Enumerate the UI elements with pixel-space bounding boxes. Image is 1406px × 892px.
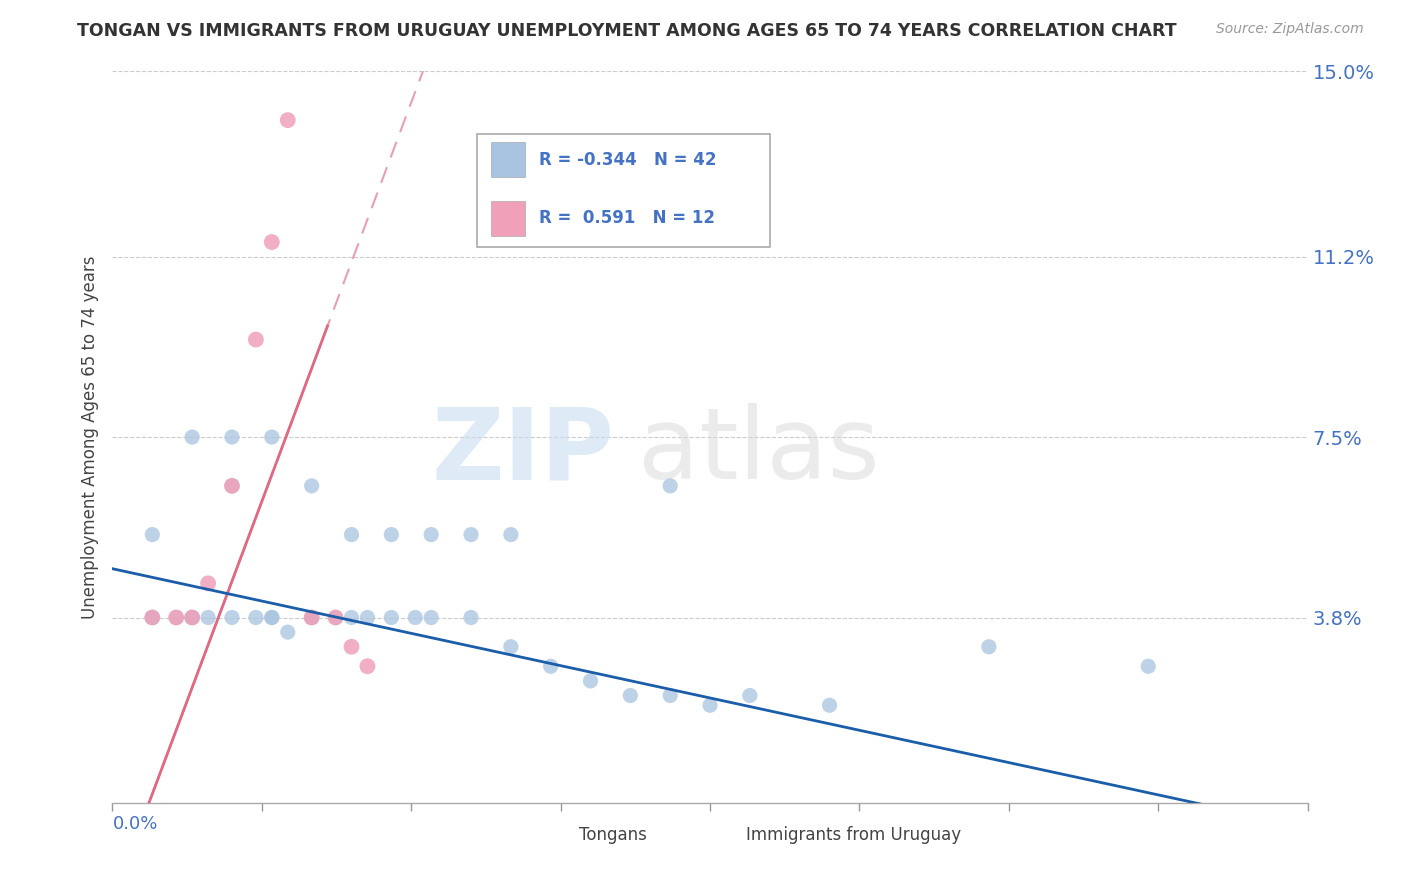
Point bbox=[977, 640, 1000, 654]
Text: Source: ZipAtlas.com: Source: ZipAtlas.com bbox=[1216, 22, 1364, 37]
Bar bbox=[491, 201, 524, 235]
Point bbox=[818, 698, 841, 713]
Point bbox=[141, 527, 163, 541]
Point bbox=[197, 610, 219, 624]
Point bbox=[260, 235, 283, 249]
Point bbox=[460, 527, 482, 541]
Bar bbox=[543, 823, 569, 847]
Text: 0.0%: 0.0% bbox=[112, 814, 157, 832]
Point bbox=[738, 689, 761, 703]
Text: ZIP: ZIP bbox=[432, 403, 614, 500]
Point bbox=[420, 527, 443, 541]
Text: Immigrants from Uruguay: Immigrants from Uruguay bbox=[747, 826, 962, 844]
Point bbox=[659, 479, 682, 493]
Point bbox=[221, 479, 243, 493]
Point bbox=[340, 527, 363, 541]
Point bbox=[197, 576, 219, 591]
Point bbox=[181, 430, 204, 444]
Point bbox=[260, 430, 283, 444]
Point bbox=[340, 640, 363, 654]
Point bbox=[420, 610, 443, 624]
Text: R =  0.591   N = 12: R = 0.591 N = 12 bbox=[538, 210, 716, 227]
Point bbox=[1137, 659, 1160, 673]
Point bbox=[221, 610, 243, 624]
Point bbox=[277, 113, 299, 128]
Point bbox=[356, 659, 378, 673]
Bar bbox=[710, 823, 737, 847]
Point bbox=[540, 659, 562, 673]
Point bbox=[499, 527, 522, 541]
Text: atlas: atlas bbox=[638, 403, 880, 500]
Point bbox=[699, 698, 721, 713]
Point bbox=[499, 640, 522, 654]
Point bbox=[181, 610, 204, 624]
Point bbox=[141, 610, 163, 624]
Point bbox=[404, 610, 426, 624]
Point bbox=[380, 527, 402, 541]
Text: TONGAN VS IMMIGRANTS FROM URUGUAY UNEMPLOYMENT AMONG AGES 65 TO 74 YEARS CORRELA: TONGAN VS IMMIGRANTS FROM URUGUAY UNEMPL… bbox=[77, 22, 1177, 40]
Point bbox=[181, 610, 204, 624]
Point bbox=[221, 479, 243, 493]
Text: R = -0.344   N = 42: R = -0.344 N = 42 bbox=[538, 151, 717, 169]
Point bbox=[141, 610, 163, 624]
Point bbox=[619, 689, 641, 703]
Point bbox=[245, 333, 267, 347]
Point bbox=[221, 430, 243, 444]
Point bbox=[301, 610, 323, 624]
Point bbox=[460, 610, 482, 624]
Point bbox=[301, 479, 323, 493]
Point bbox=[325, 610, 347, 624]
FancyBboxPatch shape bbox=[477, 134, 770, 247]
Text: Tongans: Tongans bbox=[579, 826, 647, 844]
Point bbox=[260, 610, 283, 624]
Point bbox=[380, 610, 402, 624]
Point bbox=[181, 610, 204, 624]
Point bbox=[245, 610, 267, 624]
Point bbox=[301, 610, 323, 624]
Y-axis label: Unemployment Among Ages 65 to 74 years: Unemployment Among Ages 65 to 74 years bbox=[80, 255, 98, 619]
Point bbox=[659, 689, 682, 703]
Point bbox=[165, 610, 187, 624]
Point bbox=[141, 610, 163, 624]
Point bbox=[340, 610, 363, 624]
Point bbox=[301, 610, 323, 624]
Point bbox=[277, 625, 299, 640]
Point bbox=[165, 610, 187, 624]
Bar bbox=[491, 143, 524, 178]
Point bbox=[260, 610, 283, 624]
Point bbox=[579, 673, 602, 688]
Point bbox=[325, 610, 347, 624]
Point bbox=[356, 610, 378, 624]
